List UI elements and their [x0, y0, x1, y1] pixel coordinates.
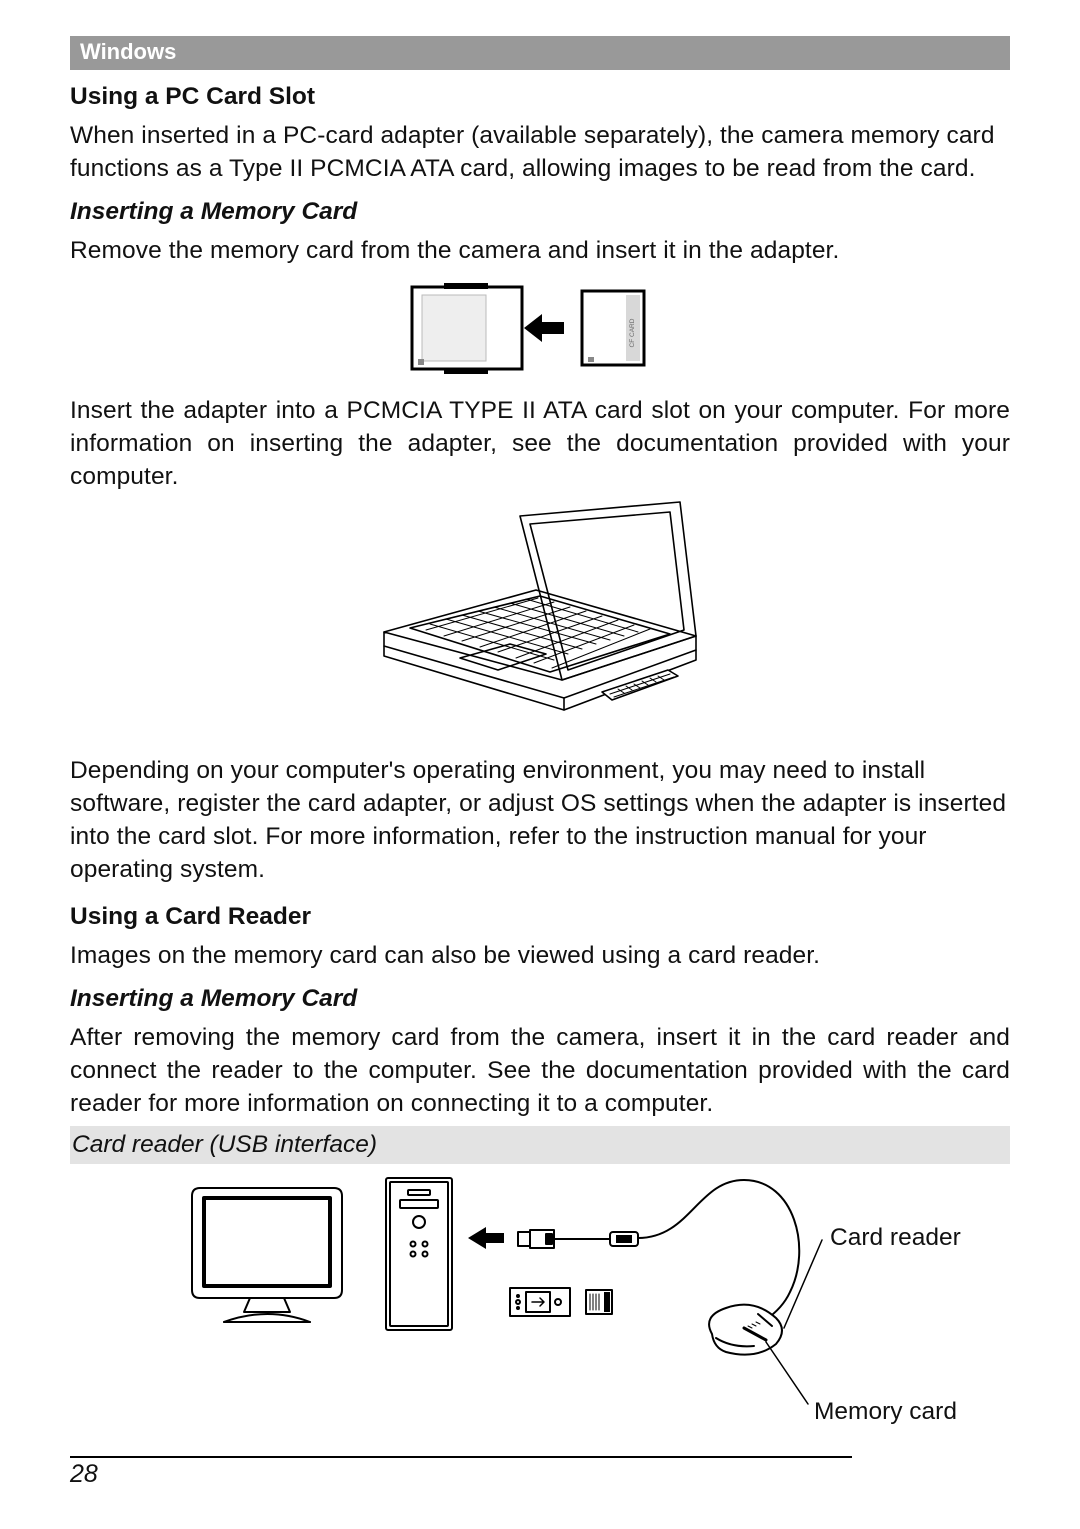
- para-insert-memcard-1: Remove the memory card from the camera a…: [70, 234, 1010, 267]
- section-bar-windows: Windows: [70, 36, 1010, 70]
- figure-laptop-pcmcia: [70, 500, 1010, 740]
- para-after-fig2: Depending on your computer's operating e…: [70, 754, 1010, 886]
- para-pc-card-slot: When inserted in a PC-card adapter (avai…: [70, 119, 1010, 185]
- para-insert-memcard-2: After removing the memory card from the …: [70, 1021, 1010, 1120]
- page-number: 28: [70, 1460, 98, 1489]
- caption-bar-usb-label: Card reader (USB interface): [72, 1131, 377, 1158]
- subheading-insert-memcard-1: Inserting a Memory Card: [70, 195, 1010, 228]
- figure-card-reader-usb: Card reader Memory card: [70, 1172, 1010, 1432]
- caption-bar-usb: Card reader (USB interface): [70, 1126, 1010, 1164]
- section-bar-label: Windows: [80, 39, 176, 64]
- figure-cf-adapter: CF CARD: [70, 281, 1010, 376]
- svg-text:CF CARD: CF CARD: [629, 319, 636, 348]
- heading-card-reader: Using a Card Reader: [70, 900, 1010, 933]
- footer-rule: [70, 1456, 852, 1458]
- callout-card-reader: Card reader: [830, 1224, 961, 1252]
- manual-page: Windows Using a PC Card Slot When insert…: [0, 0, 1080, 1529]
- subheading-insert-memcard-2: Inserting a Memory Card: [70, 982, 1010, 1015]
- heading-pc-card-slot: Using a PC Card Slot: [70, 80, 1010, 113]
- callout-memory-card: Memory card: [814, 1398, 957, 1426]
- para-card-reader: Images on the memory card can also be vi…: [70, 939, 1010, 972]
- para-after-fig1: Insert the adapter into a PCMCIA TYPE II…: [70, 394, 1010, 493]
